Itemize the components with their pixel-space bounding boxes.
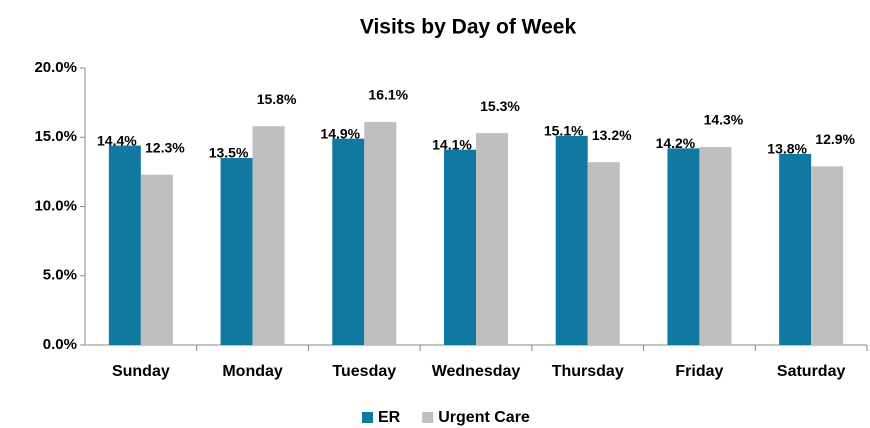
data-label: 16.1% bbox=[368, 87, 408, 103]
bar bbox=[699, 146, 732, 345]
legend-swatch bbox=[362, 412, 373, 423]
data-label: 14.1% bbox=[432, 136, 472, 152]
bar bbox=[444, 149, 476, 345]
bar bbox=[476, 133, 508, 345]
legend-label: Urgent Care bbox=[438, 409, 530, 426]
bar bbox=[667, 148, 700, 345]
y-tick-label: 15.0% bbox=[34, 128, 77, 145]
bar bbox=[779, 153, 812, 345]
data-label: 14.3% bbox=[704, 112, 744, 128]
data-label: 14.9% bbox=[320, 125, 360, 141]
bar bbox=[252, 126, 285, 345]
data-label: 14.4% bbox=[97, 132, 137, 148]
y-tick-label: 10.0% bbox=[34, 197, 77, 214]
legend-swatch bbox=[422, 412, 434, 423]
y-tick-label: 0.0% bbox=[43, 336, 77, 353]
data-label: 12.9% bbox=[815, 131, 855, 147]
x-tick-label: Thursday bbox=[552, 363, 624, 380]
data-label: 15.8% bbox=[257, 91, 297, 107]
bar bbox=[811, 166, 844, 345]
bar bbox=[587, 162, 620, 345]
bar bbox=[332, 138, 365, 345]
y-tick-label: 20.0% bbox=[34, 59, 77, 76]
x-tick-label: Friday bbox=[675, 363, 723, 380]
data-label: 15.1% bbox=[544, 123, 584, 139]
bar bbox=[140, 174, 173, 345]
bar bbox=[364, 122, 397, 345]
bar bbox=[220, 158, 253, 345]
data-label: 13.2% bbox=[592, 127, 632, 143]
bar bbox=[108, 145, 141, 345]
data-label: 14.2% bbox=[656, 135, 696, 151]
x-tick-label: Wednesday bbox=[432, 363, 521, 380]
x-tick-label: Tuesday bbox=[332, 363, 396, 380]
x-tick-label: Sunday bbox=[112, 363, 170, 380]
x-tick-label: Saturday bbox=[777, 363, 846, 380]
data-label: 13.8% bbox=[767, 141, 807, 157]
y-tick-label: 5.0% bbox=[43, 267, 77, 284]
data-label: 12.3% bbox=[145, 139, 185, 155]
data-label: 13.5% bbox=[209, 145, 249, 161]
legend-label: ER bbox=[378, 409, 401, 426]
chart-title: Visits by Day of Week bbox=[360, 16, 577, 39]
bar bbox=[555, 135, 588, 345]
data-label: 15.3% bbox=[480, 98, 520, 114]
x-tick-label: Monday bbox=[222, 363, 283, 380]
